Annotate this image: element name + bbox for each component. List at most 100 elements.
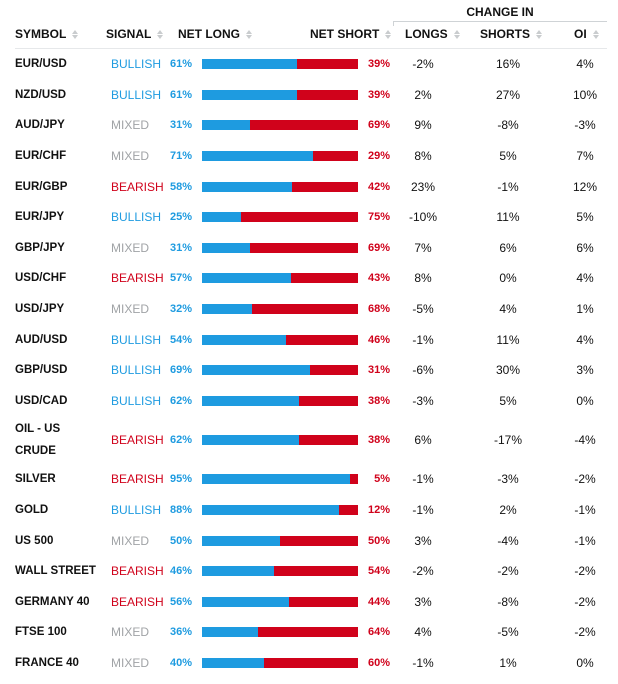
net-long-value: 62% <box>170 394 193 407</box>
symbol-cell[interactable]: GBP/JPY <box>15 241 65 254</box>
change-shorts-cell: -5% <box>497 625 519 640</box>
column-label: OI <box>574 27 587 41</box>
table-row[interactable]: AUD/JPY MIXED 31% 69% 9% -8% -3% <box>15 110 607 141</box>
symbol-cell[interactable]: USD/CAD <box>15 394 68 407</box>
symbol-cell[interactable]: EUR/USD <box>15 58 67 71</box>
table-row[interactable]: OIL - US CRUDE BEARISH 62% 38% 6% -17% -… <box>15 416 607 464</box>
net-long-value: 58% <box>170 180 193 193</box>
table-row[interactable]: SILVER BEARISH 95% 5% -1% -3% -2% <box>15 464 607 495</box>
column-label: SYMBOL <box>15 27 67 41</box>
table-row[interactable]: GERMANY 40 BEARISH 56% 44% 3% -8% -2% <box>15 587 607 618</box>
change-shorts-cell: 5% <box>499 393 517 408</box>
change-oi-cell: 12% <box>572 179 598 194</box>
symbol-cell[interactable]: WALL STREET <box>15 565 96 578</box>
table-row[interactable]: WALL STREET BEARISH 46% 54% -2% -2% -2% <box>15 556 607 587</box>
change-longs-cell: -2% <box>412 57 434 72</box>
sentiment-bar <box>202 59 358 70</box>
change-longs-cell: 9% <box>414 118 432 133</box>
sentiment-bar <box>202 365 358 376</box>
change-longs-cell: 4% <box>414 625 432 640</box>
net-short-value: 69% <box>368 241 391 254</box>
table-row[interactable]: EUR/JPY BULLISH 25% 75% -10% 11% 5% <box>15 202 607 233</box>
table-row[interactable]: GBP/JPY MIXED 31% 69% 7% 6% 6% <box>15 233 607 264</box>
change-shorts-cell: 2% <box>499 503 517 518</box>
net-long-fill <box>202 89 298 100</box>
symbol-cell[interactable]: GBP/USD <box>15 364 68 377</box>
symbol-cell[interactable]: SILVER <box>15 473 56 486</box>
net-long-value: 32% <box>170 303 193 316</box>
sentiment-bar <box>202 395 358 406</box>
symbol-cell[interactable]: FRANCE 40 <box>15 656 79 669</box>
column-header-signal[interactable]: SIGNAL <box>106 27 164 41</box>
change-in-label: CHANGE IN <box>466 5 534 19</box>
table-row[interactable]: EUR/CHF MIXED 71% 29% 8% 5% 7% <box>15 141 607 172</box>
symbol-cell[interactable]: USD/JPY <box>15 303 65 316</box>
net-short-value: 5% <box>374 473 390 486</box>
symbol-cell[interactable]: EUR/CHF <box>15 150 67 163</box>
table-row[interactable]: USD/CHF BEARISH 57% 43% 8% 0% 4% <box>15 263 607 294</box>
table-row[interactable]: GOLD BULLISH 88% 12% -1% 2% -1% <box>15 495 607 526</box>
table-row[interactable]: EUR/USD BULLISH 61% 39% -2% 16% 4% <box>15 49 607 80</box>
net-short-value: 54% <box>368 565 391 578</box>
change-shorts-cell: -4% <box>497 533 519 548</box>
net-long-fill <box>202 395 299 406</box>
table-row[interactable]: USD/CAD BULLISH 62% 38% -3% 5% 0% <box>15 386 607 417</box>
signal-cell: MIXED <box>111 625 150 640</box>
symbol-cell[interactable]: OIL - US CRUDE <box>15 423 61 458</box>
sort-icon <box>536 29 543 39</box>
table-row[interactable]: US 500 MIXED 50% 50% 3% -4% -1% <box>15 525 607 556</box>
sentiment-bar <box>202 627 358 638</box>
symbol-cell[interactable]: GERMANY 40 <box>15 595 90 608</box>
table-row[interactable]: EUR/GBP BEARISH 58% 42% 23% -1% 12% <box>15 171 607 202</box>
column-header-net-short[interactable]: NET SHORT <box>310 27 392 41</box>
net-long-fill <box>202 181 293 192</box>
net-long-fill <box>202 566 274 577</box>
change-shorts-cell: 0% <box>499 271 517 286</box>
table-row[interactable]: AUD/USD BULLISH 54% 46% -1% 11% 4% <box>15 324 607 355</box>
signal-cell: MIXED <box>111 302 150 317</box>
sort-icon <box>72 29 79 39</box>
net-long-value: 54% <box>170 333 193 346</box>
change-shorts-cell: 1% <box>499 655 517 670</box>
change-longs-cell: -1% <box>412 332 434 347</box>
symbol-cell[interactable]: NZD/USD <box>15 88 67 101</box>
sort-icon <box>453 29 460 39</box>
symbol-cell[interactable]: US 500 <box>15 534 54 547</box>
change-oi-cell: 10% <box>572 87 598 102</box>
net-short-value: 50% <box>368 534 391 547</box>
table-row[interactable]: GBP/USD BULLISH 69% 31% -6% 30% 3% <box>15 355 607 386</box>
symbol-cell[interactable]: FTSE 100 <box>15 626 67 639</box>
symbol-cell[interactable]: EUR/GBP <box>15 180 68 193</box>
symbol-cell[interactable]: AUD/USD <box>15 333 68 346</box>
sentiment-bar <box>202 435 358 446</box>
net-long-value: 69% <box>170 364 193 377</box>
change-longs-cell: -5% <box>412 302 434 317</box>
column-header-oi[interactable]: OI <box>574 27 599 41</box>
symbol-cell[interactable]: USD/CHF <box>15 272 67 285</box>
change-oi-cell: -4% <box>574 433 596 448</box>
column-header-net-long[interactable]: NET LONG <box>178 27 252 41</box>
column-header-longs[interactable]: LONGS <box>405 27 460 41</box>
sort-icon <box>592 29 599 39</box>
symbol-cell[interactable]: AUD/JPY <box>15 119 65 132</box>
table-row[interactable]: FRANCE 40 MIXED 40% 60% -1% 1% 0% <box>15 648 607 679</box>
net-long-fill <box>202 474 351 485</box>
net-long-fill <box>202 151 313 162</box>
change-shorts-cell: 27% <box>495 87 521 102</box>
table-row[interactable]: FTSE 100 MIXED 36% 64% 4% -5% -2% <box>15 617 607 648</box>
column-header-shorts[interactable]: SHORTS <box>480 27 543 41</box>
symbol-cell[interactable]: EUR/JPY <box>15 211 65 224</box>
symbol-cell[interactable]: GOLD <box>15 504 49 517</box>
net-long-fill <box>202 435 299 446</box>
table-row[interactable]: NZD/USD BULLISH 61% 39% 2% 27% 10% <box>15 80 607 111</box>
column-header-symbol[interactable]: SYMBOL <box>15 27 79 41</box>
net-long-fill <box>202 59 298 70</box>
sentiment-bar <box>202 304 358 315</box>
net-short-value: 39% <box>368 88 391 101</box>
signal-cell: MIXED <box>111 118 150 133</box>
change-oi-cell: 6% <box>576 240 594 255</box>
net-short-value: 68% <box>368 303 391 316</box>
signal-cell: BEARISH <box>111 271 164 286</box>
net-short-value: 38% <box>368 394 391 407</box>
table-row[interactable]: USD/JPY MIXED 32% 68% -5% 4% 1% <box>15 294 607 325</box>
